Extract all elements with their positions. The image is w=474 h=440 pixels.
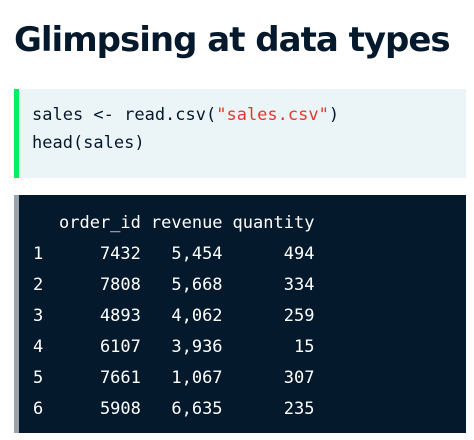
cell-revenue: 5,454 xyxy=(171,243,223,264)
code-string-literal: "sales.csv" xyxy=(216,105,329,125)
header-quantity: quantity xyxy=(232,212,315,233)
code-line-read-csv: sales <- read.csv("sales.csv") xyxy=(32,101,466,129)
row-index: 5 xyxy=(33,367,44,388)
cell-quantity: 334 xyxy=(283,274,315,295)
cell-order-id: 7661 xyxy=(99,367,141,388)
table-row: 1 7432 5,454 494 xyxy=(33,238,314,269)
cell-order-id: 5908 xyxy=(99,398,141,419)
row-index: 2 xyxy=(33,274,44,295)
code-line-head: head(sales) xyxy=(32,133,145,153)
table-row: 6 5908 6,635 235 xyxy=(33,393,314,424)
cell-revenue: 1,067 xyxy=(171,367,223,388)
cell-quantity: 259 xyxy=(283,305,315,326)
code-block: sales <- read.csv("sales.csv") head(sale… xyxy=(14,89,466,178)
cell-revenue: 4,062 xyxy=(171,305,223,326)
header-order-id: order_id xyxy=(59,212,141,233)
cell-order-id: 7808 xyxy=(99,274,141,295)
cell-revenue: 3,936 xyxy=(171,336,223,357)
cell-quantity: 15 xyxy=(293,336,315,357)
cell-order-id: 6107 xyxy=(99,336,141,357)
header-index xyxy=(33,207,59,238)
table-row: 2 7808 5,668 334 xyxy=(33,269,314,300)
cell-revenue: 6,635 xyxy=(171,398,223,419)
row-index: 3 xyxy=(33,305,44,326)
cell-quantity: 494 xyxy=(283,243,315,264)
header-revenue: revenue xyxy=(150,212,223,233)
cell-order-id: 7432 xyxy=(99,243,141,264)
row-index: 4 xyxy=(33,336,44,357)
code-text: sales <- read.csv( xyxy=(32,105,217,125)
table-header-row: order_id revenue quantity xyxy=(33,207,314,238)
row-index: 1 xyxy=(33,243,44,264)
code-text: ) xyxy=(328,105,340,125)
cell-revenue: 5,668 xyxy=(171,274,223,295)
table-row: 3 4893 4,062 259 xyxy=(33,300,314,331)
page-title: Glimpsing at data types xyxy=(14,20,451,60)
cell-quantity: 307 xyxy=(283,367,315,388)
table-row: 5 7661 1,067 307 xyxy=(33,362,314,393)
console-output: order_id revenue quantity 1 7432 5,454 4… xyxy=(14,195,466,433)
cell-order-id: 4893 xyxy=(99,305,141,326)
output-table: order_id revenue quantity 1 7432 5,454 4… xyxy=(33,207,314,424)
row-index: 6 xyxy=(33,398,44,419)
cell-quantity: 235 xyxy=(283,398,315,419)
table-row: 4 6107 3,936 15 xyxy=(33,331,314,362)
